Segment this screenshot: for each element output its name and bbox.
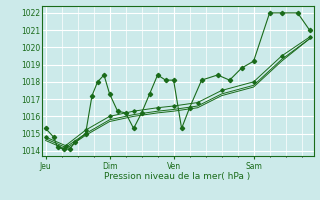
X-axis label: Pression niveau de la mer( hPa ): Pression niveau de la mer( hPa ) xyxy=(104,172,251,181)
